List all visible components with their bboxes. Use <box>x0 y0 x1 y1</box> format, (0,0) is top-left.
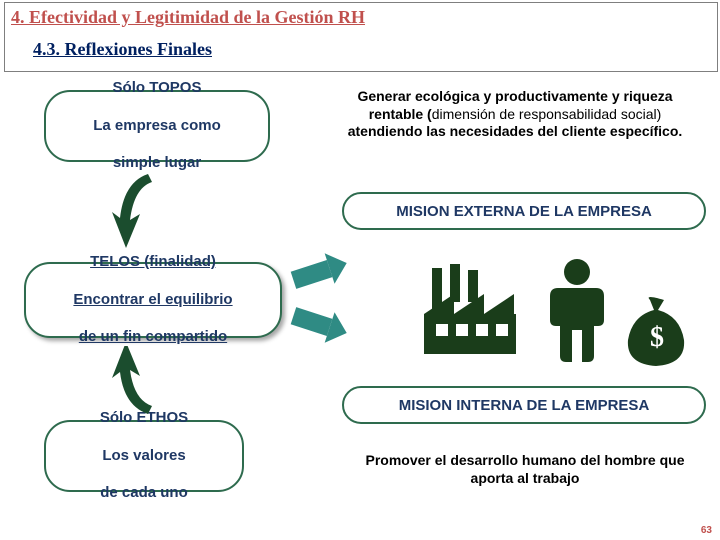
header-title: 4. Efectividad y Legitimidad de la Gesti… <box>11 7 365 28</box>
svg-text:$: $ <box>650 322 664 353</box>
pill-ethos: Sólo ETHOS Los valores de cada uno <box>44 420 244 492</box>
block-arrow-down <box>288 300 356 351</box>
pill-topos-line: La empresa como <box>93 117 221 136</box>
mission-externa: MISION EXTERNA DE LA EMPRESA <box>342 192 706 230</box>
top-paragraph-light: dimensión de responsabilidad social) <box>432 106 662 122</box>
arrow-ethos-to-telos <box>104 346 164 418</box>
pill-telos-line: TELOS (finalidad) <box>73 253 232 272</box>
pill-telos-line: de un fin compartido <box>73 328 232 347</box>
moneybag-icon: $ <box>622 296 692 368</box>
mission-interna-label: MISION INTERNA DE LA EMPRESA <box>399 397 650 414</box>
bottom-paragraph-text: Promover el desarrollo humano del hombre… <box>366 452 685 486</box>
bottom-paragraph: Promover el desarrollo humano del hombre… <box>350 452 700 487</box>
pill-telos-line: Encontrar el equilibrio <box>73 291 232 310</box>
arrow-topos-to-telos <box>104 170 164 252</box>
header-subtitle: 4.3. Reflexiones Finales <box>33 39 212 60</box>
person-icon <box>542 256 612 364</box>
pill-ethos-line: Los valores <box>100 447 188 466</box>
header-box: 4. Efectividad y Legitimidad de la Gesti… <box>4 2 718 72</box>
mission-interna: MISION INTERNA DE LA EMPRESA <box>342 386 706 424</box>
pill-topos: Sólo TOPOS La empresa como simple lugar <box>44 90 270 162</box>
pill-telos: TELOS (finalidad) Encontrar el equilibri… <box>24 262 282 338</box>
pill-topos-line: Sólo TOPOS <box>93 79 221 98</box>
pill-ethos-line: de cada uno <box>100 484 188 503</box>
mission-externa-label: MISION EXTERNA DE LA EMPRESA <box>396 203 652 220</box>
page-number: 63 <box>701 525 712 536</box>
block-arrow-up <box>288 246 356 297</box>
top-paragraph-bold2: atendiendo las necesidades del cliente e… <box>348 123 683 139</box>
top-paragraph: Generar ecológica y productivamente y ri… <box>330 88 700 141</box>
factory-icon <box>420 258 520 358</box>
